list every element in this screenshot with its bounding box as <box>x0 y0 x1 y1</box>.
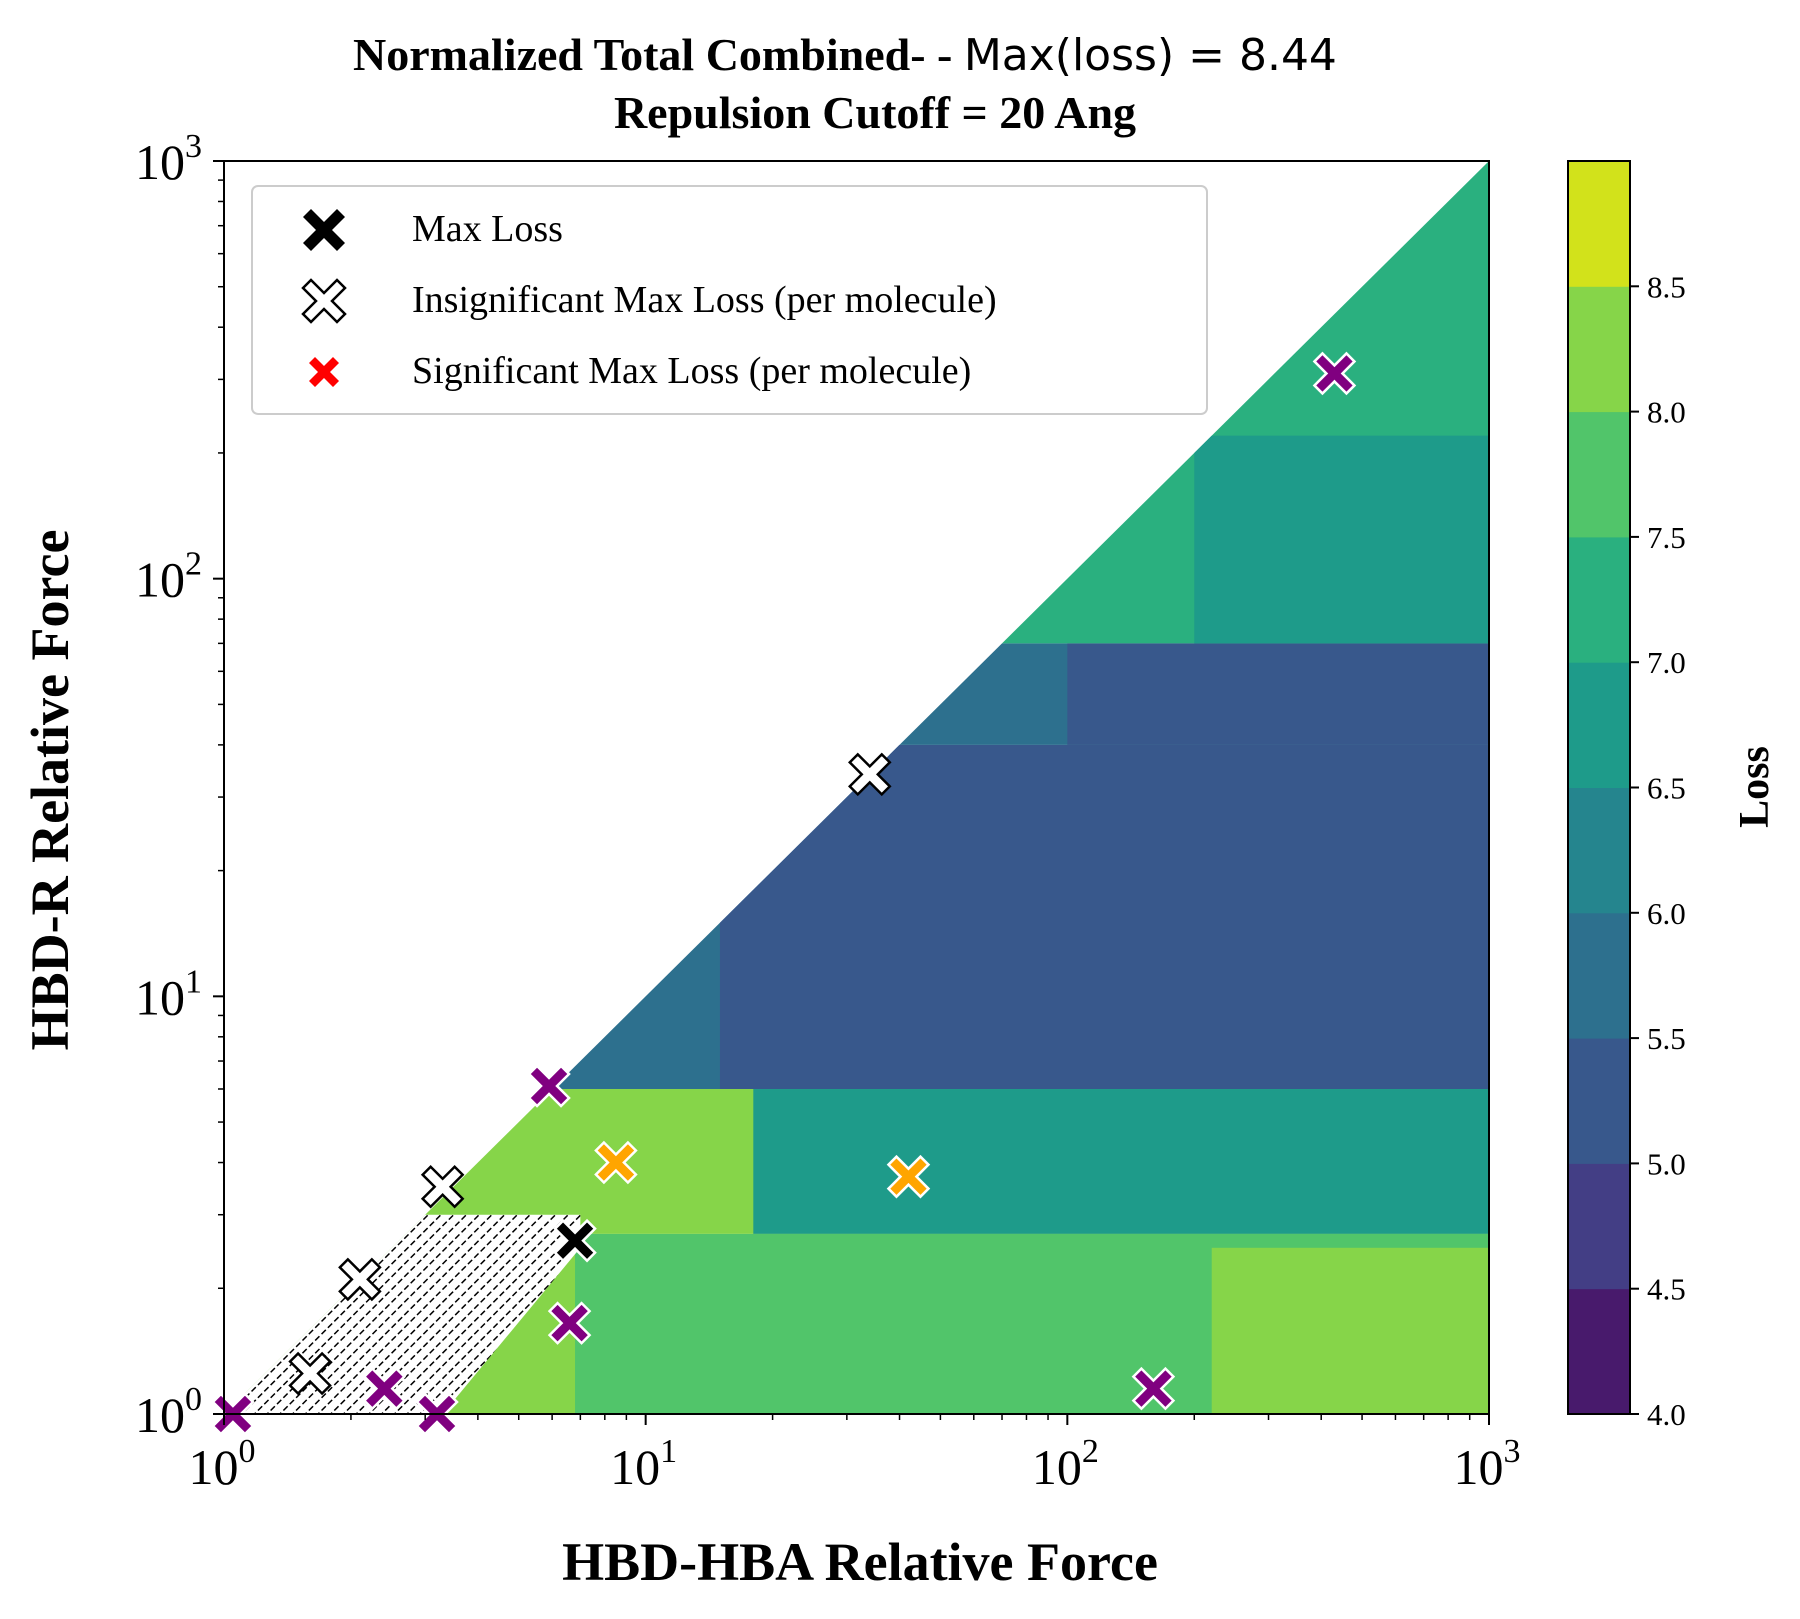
colorbar-segment <box>1568 662 1630 788</box>
legend-item-max-loss: Max Loss <box>303 208 563 251</box>
colorbar-tick-label: 8.0 <box>1647 395 1686 430</box>
y-axis-label: HBD-R Relative Force <box>20 530 80 1051</box>
legend-label-max-loss: Max Loss <box>412 208 563 250</box>
legend-frame <box>251 185 1208 415</box>
data-point-marker <box>553 1218 597 1263</box>
y-axis: 100 101 102 103 <box>135 128 224 1443</box>
colorbar-segment <box>1568 161 1630 287</box>
colorbar-tick-label: 5.0 <box>1647 1146 1686 1181</box>
colorbar: 4.0 4.5 5.0 5.5 6.0 6.5 7.0 7.5 8.0 8.5 <box>1567 160 1686 1432</box>
data-point-marker <box>848 752 892 797</box>
colorbar-segment <box>1568 536 1630 663</box>
colorbar-tick-label: 6.0 <box>1647 896 1686 931</box>
colorbar-segment <box>1568 1288 1630 1415</box>
contour-region <box>1194 435 1489 644</box>
x-axis-label: HBD-HBA Relative Force <box>562 1532 1158 1592</box>
colorbar-tick-label: 7.5 <box>1647 520 1686 555</box>
data-point-marker <box>362 1366 407 1411</box>
data-point-marker <box>1131 1366 1176 1411</box>
data-point-marker <box>420 1164 465 1209</box>
colorbar-segment <box>1568 1163 1630 1290</box>
legend-label-significant: Significant Max Loss (per molecule) <box>412 350 971 392</box>
data-point-marker <box>338 1257 382 1302</box>
colorbar-segment <box>1568 411 1630 538</box>
colorbar-tick-label: 7.0 <box>1647 645 1686 680</box>
x-tick-label: 103 <box>1454 1433 1521 1495</box>
data-point-marker <box>594 1140 638 1185</box>
y-tick-label: 100 <box>135 1381 202 1443</box>
contour-region <box>1211 1247 1489 1414</box>
colorbar-tick-label: 6.5 <box>1647 771 1686 806</box>
data-point-marker <box>886 1154 931 1199</box>
data-point-marker <box>527 1064 571 1108</box>
colorbar-tick-label: 4.0 <box>1647 1397 1686 1432</box>
legend-marker-glyph <box>309 357 339 387</box>
data-point-marker <box>1312 351 1357 396</box>
contour-region <box>1067 643 1489 745</box>
legend-marker-glyph <box>301 278 347 324</box>
colorbar-label: Loss <box>1732 746 1778 828</box>
colorbar-segment <box>1568 912 1630 1039</box>
legend-label-insignificant: Insignificant Max Loss (per molecule) <box>412 279 997 321</box>
legend-item-insignificant: Insignificant Max Loss (per molecule) <box>301 278 997 324</box>
chart-title: Normalized Total Combined- - Max(loss) =… <box>353 29 1337 81</box>
legend-marker-significant <box>309 357 339 387</box>
x-tick-label: 100 <box>189 1433 256 1495</box>
colorbar-tick-label: 8.5 <box>1647 269 1686 304</box>
data-point-marker <box>288 1351 332 1396</box>
chart-subtitle: Repulsion Cutoff = 20 Ang <box>614 87 1136 138</box>
colorbar-segment <box>1568 1038 1630 1164</box>
colorbar-segment <box>1568 286 1630 413</box>
legend-marker-max-loss <box>303 209 345 251</box>
data-point-marker <box>547 1301 592 1345</box>
legend: Max Loss Insignificant Max Loss (per mol… <box>251 185 1208 415</box>
contour-region <box>753 1088 1489 1234</box>
y-tick-label: 101 <box>135 963 202 1025</box>
y-tick-label: 102 <box>135 546 202 608</box>
y-tick-label: 103 <box>135 128 202 190</box>
plot-frame <box>223 160 1490 1415</box>
colorbar-tick-label: 5.5 <box>1647 1021 1686 1056</box>
contour-region <box>719 744 1489 1089</box>
legend-marker-glyph <box>303 209 345 251</box>
colorbar-segment <box>1568 787 1630 914</box>
colorbar-tick-label: 4.5 <box>1647 1272 1686 1307</box>
legend-marker-insignificant <box>301 278 347 324</box>
legend-item-significant: Significant Max Loss (per molecule) <box>309 350 971 392</box>
x-tick-label: 102 <box>1032 1433 1099 1495</box>
x-axis: 100 101 102 103 <box>189 1414 1521 1495</box>
markers <box>211 351 1357 1436</box>
x-tick-label: 101 <box>610 1433 677 1495</box>
